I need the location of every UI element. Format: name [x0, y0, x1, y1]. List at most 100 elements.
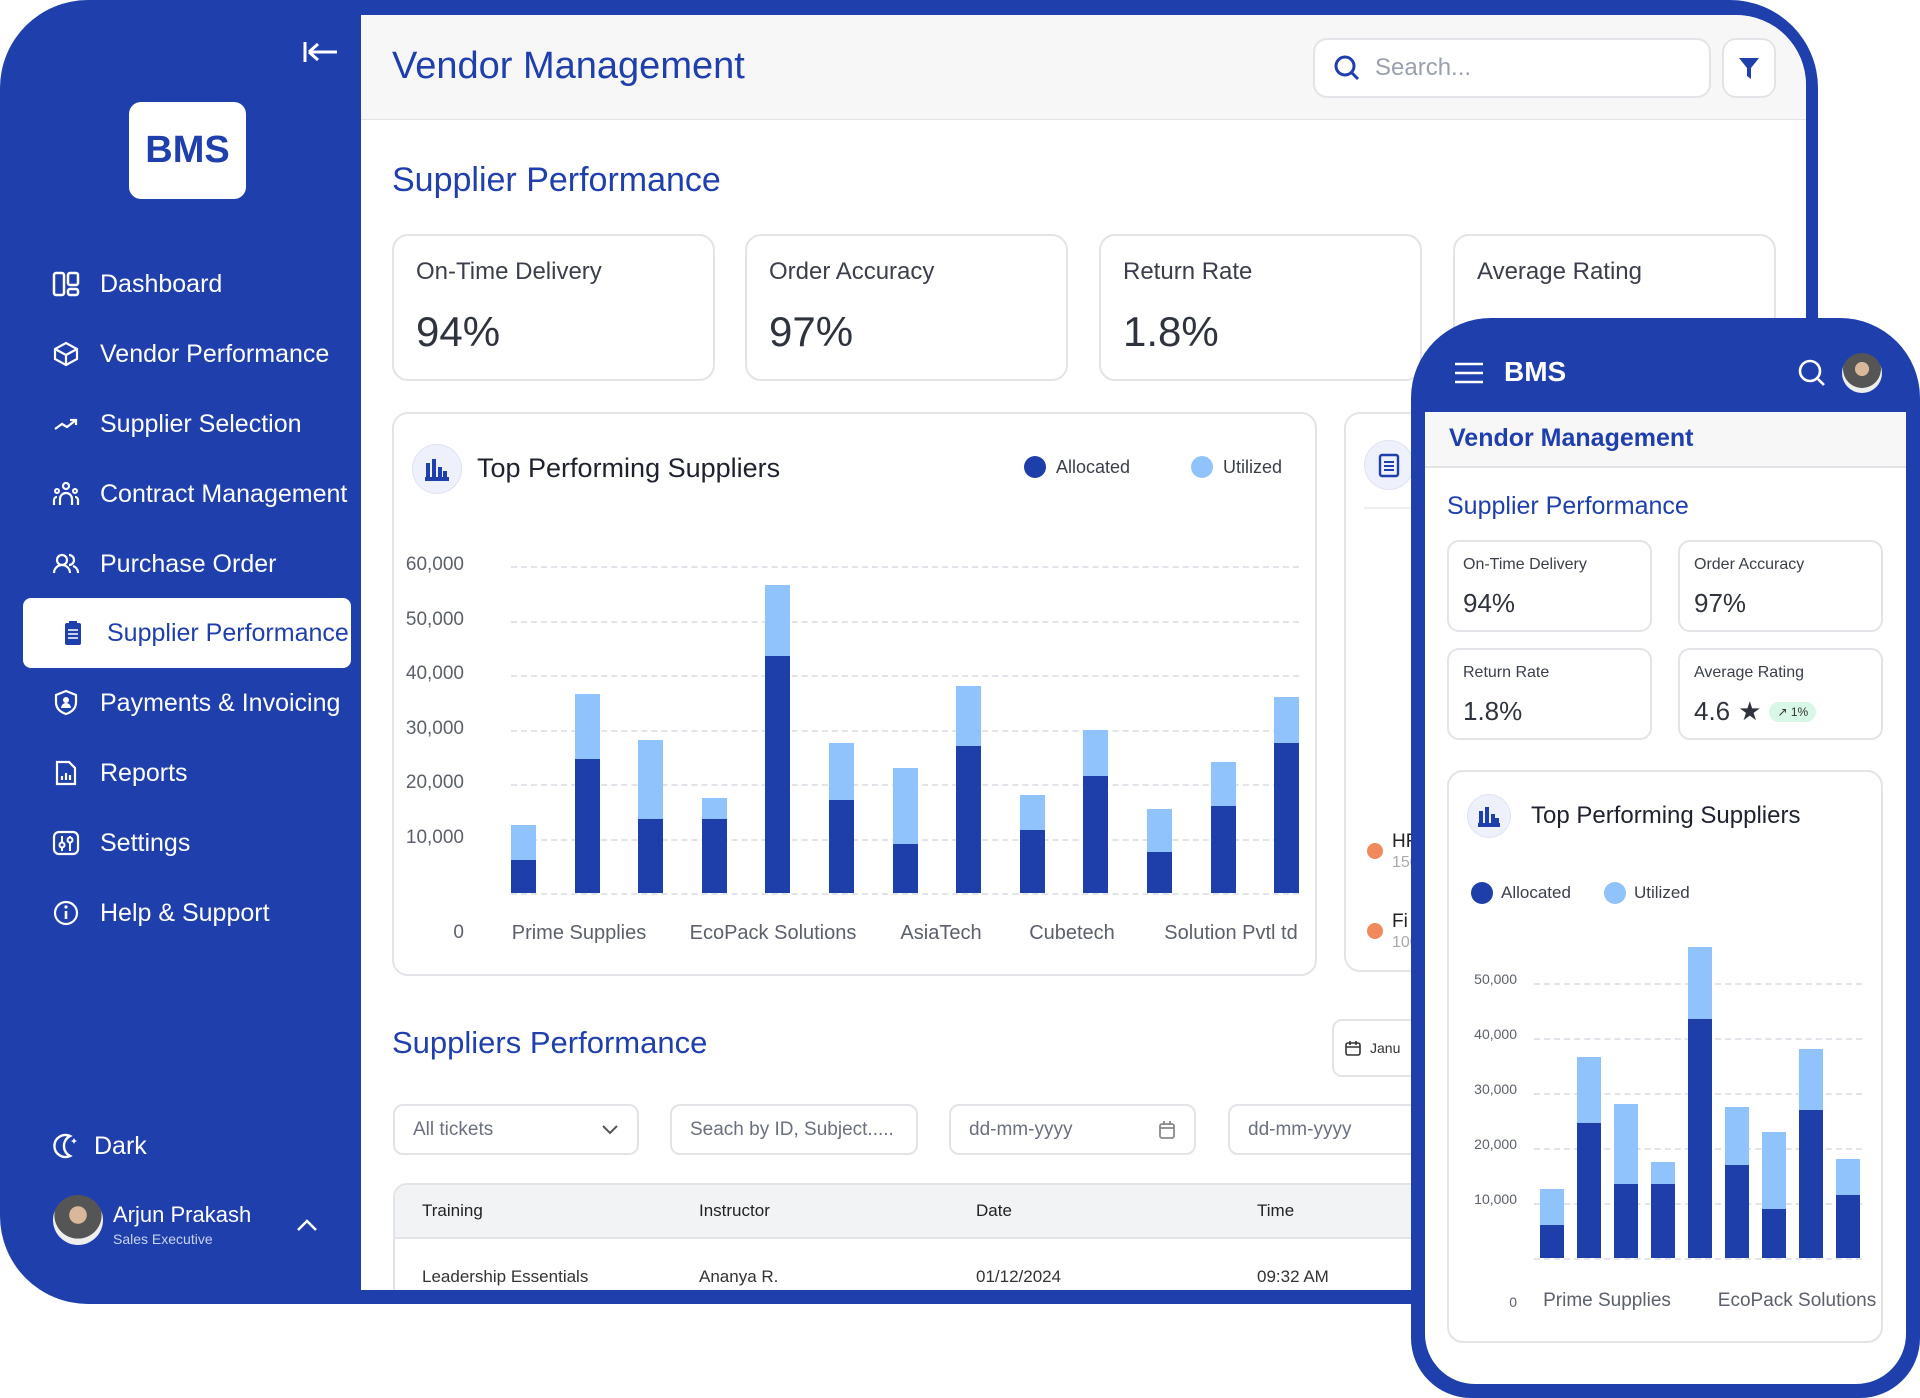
kpi-value: 94% — [1463, 588, 1516, 618]
sidebar-item-purchase-order[interactable]: Purchase Order — [52, 544, 276, 584]
mobile-top-suppliers-chart-card: Top Performing Suppliers Allocated Utili… — [1447, 770, 1883, 1343]
mobile-kpi-on-time-delivery: On-Time Delivery 94% — [1447, 540, 1652, 632]
report-icon — [55, 760, 77, 786]
kpi-label: On-Time Delivery — [416, 258, 602, 285]
collapse-sidebar-icon[interactable] — [303, 40, 339, 64]
date-range-label: Janu — [1370, 1040, 1401, 1056]
x-tick-label: Cubetech — [1029, 922, 1115, 944]
y-tick-label: 60,000 — [405, 554, 464, 575]
sidebar-item-label: Vendor Performance — [100, 339, 330, 368]
bar-allocated — [1210, 805, 1236, 893]
bar-utilized — [1083, 729, 1109, 776]
id-subject-search-input[interactable]: Seach by ID, Subject..... — [670, 1104, 918, 1155]
bar-allocated — [1147, 852, 1172, 893]
bar-allocated — [1614, 1183, 1638, 1258]
bar-utilized — [1614, 1104, 1638, 1184]
bar-allocated — [1688, 1018, 1712, 1258]
column-header[interactable]: Instructor — [699, 1201, 770, 1220]
sidebar-item-help-support[interactable]: Help & Support — [52, 893, 270, 933]
select-value: All tickets — [413, 1118, 494, 1140]
suppliers-performance-title: Suppliers Performance — [392, 1025, 708, 1060]
status-dot — [1367, 923, 1383, 939]
bar-allocated — [1274, 743, 1300, 893]
baseline — [1534, 1258, 1862, 1260]
legend-allocated: Allocated — [1024, 456, 1130, 478]
y-tick-label: 10,000 — [405, 826, 464, 848]
sidebar-item-vendor-performance[interactable]: Vendor Performance — [52, 334, 329, 374]
kpi-value: 1.8% — [1123, 308, 1219, 355]
bar-allocated — [765, 655, 791, 893]
sidebar-item-label: Settings — [100, 828, 191, 857]
y-tick-label: 40,000 — [405, 663, 464, 684]
bar-allocated — [892, 843, 918, 893]
kpi-label: Average Rating — [1694, 664, 1804, 681]
sidebar-item-payments-invoicing[interactable]: Payments & Invoicing — [52, 683, 340, 723]
bar-allocated — [511, 860, 536, 893]
bar-utilized — [1540, 1189, 1564, 1225]
y-tick-label: 0 — [453, 922, 464, 943]
search-icon — [1334, 55, 1360, 81]
y-tick-label: 10,000 — [1474, 1191, 1517, 1207]
search-icon[interactable] — [1797, 358, 1827, 388]
sidebar-item-reports[interactable]: Reports — [52, 753, 188, 793]
x-tick-label: Prime Supplies — [1543, 1290, 1671, 1311]
search-placeholder: Search... — [1375, 54, 1472, 81]
sidebar-item-label: Purchase Order — [100, 549, 277, 578]
legend-utilized: Utilized — [1604, 882, 1690, 904]
bar-utilized — [1836, 1159, 1860, 1195]
y-tick-label: 50,000 — [1474, 971, 1517, 987]
calendar-icon — [1345, 1041, 1361, 1056]
bar-utilized — [1210, 762, 1236, 806]
kpi-label: Return Rate — [1123, 258, 1253, 285]
box-icon — [53, 341, 79, 367]
bar-utilized — [892, 767, 918, 844]
cell-time: 09:32 AM — [1257, 1267, 1329, 1286]
kpi-value-row: 4.6 ★ ↗ 1% — [1694, 696, 1817, 727]
top-header: Vendor Management Search... — [361, 15, 1806, 120]
legend-label: Allocated — [1056, 456, 1131, 477]
bar-utilized — [574, 694, 600, 760]
dark-mode-toggle[interactable]: Dark — [52, 1126, 147, 1166]
column-header[interactable]: Time — [1257, 1201, 1295, 1220]
search-input[interactable]: Search... — [1313, 38, 1711, 98]
ticket-status-select[interactable]: All tickets — [393, 1104, 639, 1155]
mobile-content: Vendor Management Supplier Performance O… — [1425, 412, 1906, 1384]
sidebar-item-supplier-selection[interactable]: Supplier Selection — [52, 404, 302, 444]
bar-allocated — [1725, 1164, 1749, 1258]
bar-allocated — [701, 819, 727, 893]
sidebar-item-supplier-performance[interactable]: Supplier Performance — [23, 598, 351, 668]
date-from-input[interactable]: dd-mm-yyyy — [949, 1104, 1196, 1155]
sidebar-item-label: Help & Support — [100, 898, 270, 927]
bar-utilized — [1651, 1161, 1675, 1184]
mobile-user-avatar[interactable] — [1842, 353, 1882, 393]
gridline — [511, 675, 1299, 677]
cell-instructor: Ananya R. — [699, 1267, 779, 1286]
y-tick-label: 20,000 — [1474, 1136, 1517, 1152]
mobile-kpi-return-rate: Return Rate 1.8% — [1447, 648, 1652, 740]
column-header[interactable]: Training — [422, 1201, 483, 1220]
bar-allocated — [956, 745, 982, 893]
filter-button[interactable] — [1722, 38, 1776, 98]
cell-training: Leadership Essentials — [422, 1267, 589, 1286]
sidebar-item-dashboard[interactable]: Dashboard — [52, 264, 222, 304]
y-tick-label: 30,000 — [1474, 1081, 1517, 1097]
kpi-card-on-time-delivery: On-Time Delivery 94% — [392, 234, 715, 381]
sidebar-item-settings[interactable]: Settings — [52, 823, 190, 863]
section-title: Supplier Performance — [392, 161, 721, 199]
gridline — [511, 566, 1299, 568]
y-tick-label: 40,000 — [1474, 1026, 1517, 1042]
hamburger-menu-icon[interactable] — [1455, 362, 1483, 384]
bar-allocated — [1799, 1109, 1823, 1258]
bar-allocated — [1083, 775, 1109, 893]
sidebar-item-label: Contract Management — [100, 479, 348, 508]
user-avatar — [53, 1195, 103, 1245]
chart-title: Top Performing Suppliers — [477, 453, 781, 483]
bar-allocated — [1762, 1208, 1786, 1258]
chevron-up-icon[interactable] — [296, 1218, 318, 1232]
legend-swatch — [1604, 882, 1626, 904]
kpi-value: 1.8% — [1463, 696, 1523, 726]
bar-allocated — [1651, 1183, 1675, 1258]
chart-title: Top Performing Suppliers — [1531, 802, 1801, 829]
sidebar-item-contract-management[interactable]: Contract Management — [52, 474, 347, 514]
column-header[interactable]: Date — [976, 1201, 1012, 1220]
